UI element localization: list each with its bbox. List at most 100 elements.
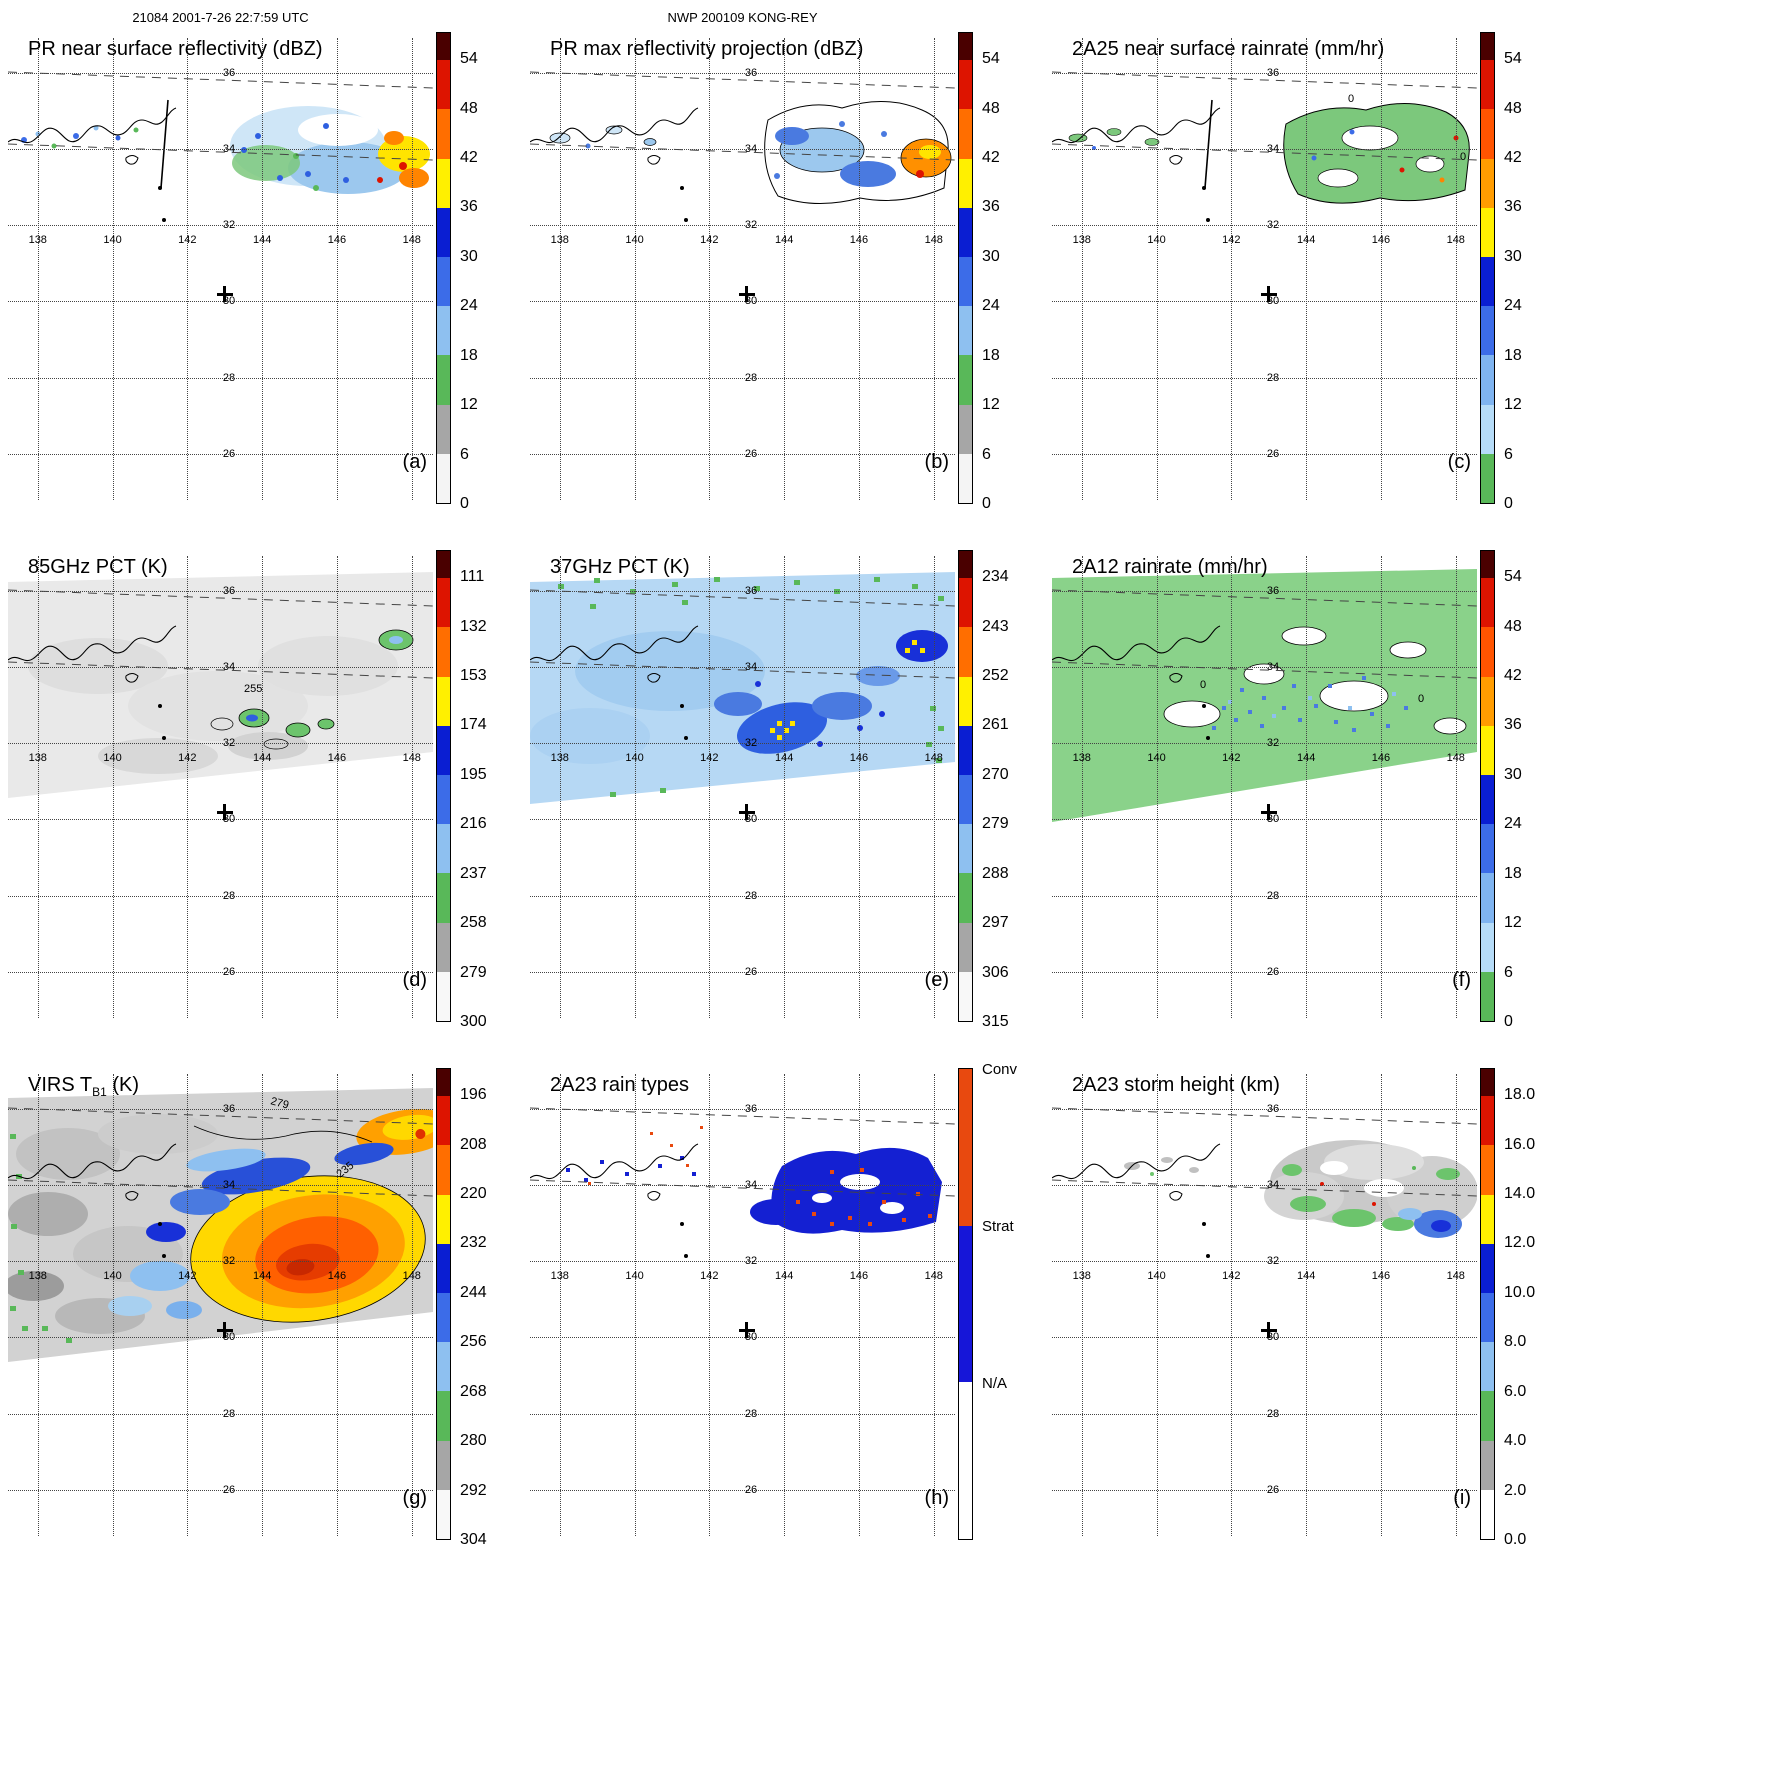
longitude-label: 140: [103, 1270, 122, 1283]
latitude-label: 28: [744, 889, 758, 902]
title-units: (K): [106, 1074, 139, 1096]
latitude-gridline: [1052, 666, 1477, 668]
latitude-gridline: [530, 72, 955, 74]
panel-a: PR near surface reflectivity (dBZ) (a) 1…: [8, 32, 508, 543]
latitude-label: 36: [1266, 66, 1280, 79]
panel-letter: (g): [402, 1487, 427, 1509]
longitude-label: 144: [774, 234, 794, 247]
longitude-label: 144: [252, 1270, 272, 1283]
swath-boundary-dashed-line: [530, 661, 955, 679]
latitude-gridline: [530, 1261, 955, 1263]
latitude-label: 26: [222, 447, 236, 460]
contour-label: 0: [1460, 151, 1466, 163]
panel-h: 2A23 rain types (h) 138 140 142 144 146 148 36…: [530, 1061, 1030, 1579]
longitude-gridline: [262, 556, 264, 1018]
longitude-gridline: [858, 38, 860, 500]
map-c: 0 0 2A25 near surface rainrate (mm/hr) (…: [1052, 38, 1477, 500]
latitude-label: 32: [744, 219, 758, 232]
latitude-label: 26: [222, 965, 236, 978]
latitude-gridline: [8, 895, 433, 897]
longitude-label: 144: [774, 1270, 794, 1283]
latitude-gridline: [8, 301, 433, 303]
latitude-label: 36: [1266, 1102, 1280, 1115]
longitude-label: 142: [1222, 752, 1241, 765]
latitude-gridline: [530, 1337, 955, 1339]
pct37-field: [530, 572, 955, 804]
longitude-gridline: [1455, 38, 1457, 500]
longitude-gridline: [37, 38, 39, 500]
small-island-dot: [680, 1222, 684, 1226]
latitude-label: 34: [1266, 142, 1280, 155]
longitude-gridline: [933, 1074, 935, 1536]
island-outline: [125, 155, 139, 165]
longitude-gridline: [37, 1074, 39, 1536]
panel-letter: (d): [402, 969, 427, 991]
small-island-dot: [162, 218, 166, 222]
longitude-label: 140: [103, 234, 122, 247]
panel-letter: (i): [1453, 1487, 1471, 1509]
island-outline: [647, 155, 661, 165]
latitude-label: 28: [744, 371, 758, 384]
longitude-label: 144: [1296, 1270, 1316, 1283]
island-outline: [125, 673, 139, 683]
panel-title: VIRS TB1 (K): [28, 1074, 139, 1099]
longitude-label: 144: [1296, 234, 1316, 247]
japan-coastline: [1052, 625, 1221, 662]
longitude-gridline: [634, 38, 636, 500]
map-graphics-g: 235 279: [8, 1088, 433, 1362]
longitude-label: 146: [327, 234, 347, 247]
map-f: 0 0 2A12 rainrate (mm/hr) (f) 138 140 142 1…: [1052, 556, 1477, 1018]
swath-edge-line: [160, 99, 169, 189]
swath-boundary-dashed-line: [8, 589, 433, 607]
longitude-label: 148: [924, 234, 943, 247]
longitude-gridline: [112, 1074, 114, 1536]
latitude-label: 26: [1266, 447, 1280, 460]
latitude-gridline: [530, 225, 955, 227]
japan-coastline: [8, 1143, 177, 1180]
storm-height-field: [1124, 1140, 1477, 1238]
longitude-gridline: [784, 38, 786, 500]
map-h: 2A23 rain types (h) 138 140 142 144 146 148 36…: [530, 1074, 955, 1536]
longitude-gridline: [1306, 1074, 1308, 1536]
map-e: 37GHz PCT (K) (e) 138 140 142 144 146 148 36 34…: [530, 556, 955, 1018]
map-d: 255 85GHz PCT (K) (d) 138 140 142 144 146 148…: [8, 556, 433, 1018]
longitude-gridline: [559, 1074, 561, 1536]
longitude-label: 138: [28, 234, 47, 247]
swath-boundary-dashed-line: [530, 589, 955, 607]
latitude-label: 28: [1266, 889, 1280, 902]
longitude-gridline: [559, 556, 561, 1018]
latitude-label: 32: [222, 219, 236, 232]
storm-center-marker: [1260, 1322, 1277, 1339]
latitude-gridline: [1052, 1261, 1477, 1263]
figure-title: NWP 200109 KONG-REY: [667, 10, 818, 25]
panel-title: PR near surface reflectivity (dBZ): [28, 38, 323, 60]
longitude-gridline: [112, 556, 114, 1018]
latitude-label: 28: [1266, 371, 1280, 384]
swath-boundary-dashed-line: [1052, 661, 1477, 679]
latitude-label: 32: [1266, 1255, 1280, 1268]
storm-center-marker: [738, 804, 755, 821]
longitude-gridline: [336, 1074, 338, 1536]
map-graphics-b: [530, 71, 955, 222]
swath-boundary-dashed-line: [8, 71, 433, 89]
latitude-label: 34: [222, 660, 236, 673]
latitude-label: 34: [222, 142, 236, 155]
longitude-gridline: [1455, 556, 1457, 1018]
latitude-label: 36: [744, 584, 758, 597]
latitude-label: 36: [222, 1102, 236, 1115]
longitude-label: 146: [1371, 234, 1391, 247]
longitude-label: 140: [1147, 1270, 1166, 1283]
longitude-gridline: [559, 38, 561, 500]
latitude-gridline: [8, 148, 433, 150]
panel-title: 2A25 near surface rainrate (mm/hr): [1072, 38, 1385, 60]
small-island-dot: [162, 736, 166, 740]
contour-label: 255: [244, 683, 262, 695]
latitude-label: 32: [744, 1255, 758, 1268]
island-outline: [1169, 673, 1183, 683]
latitude-gridline: [1052, 148, 1477, 150]
latitude-gridline: [8, 225, 433, 227]
latitude-label: 34: [744, 142, 758, 155]
small-island-dot: [684, 218, 688, 222]
island-outline: [1169, 1191, 1183, 1201]
